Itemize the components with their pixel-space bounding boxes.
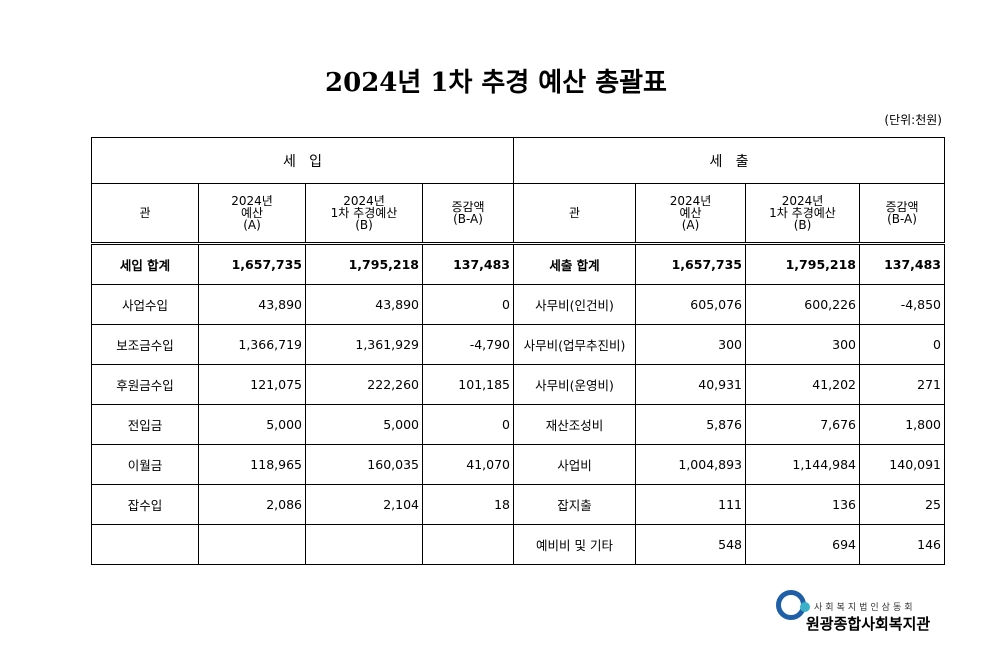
income-revised-cell: 1,795,218 — [305, 243, 423, 285]
income-diff-cell: 41,070 — [422, 444, 514, 485]
page-title: 2024년 1차 추경 예산 총괄표 — [325, 68, 667, 98]
income-revised-header: 2024년 1차 추경예산 (B) — [305, 183, 423, 245]
income-revised-cell: 43,890 — [305, 284, 423, 325]
income-gwan-cell: 사업수입 — [91, 284, 199, 325]
expense-budget-cell: 548 — [635, 524, 746, 565]
expense-budget-cell: 605,076 — [635, 284, 746, 325]
income-diff-cell: 0 — [422, 404, 514, 445]
income-diff-cell: 0 — [422, 284, 514, 325]
budget-summary-table: 세 입 세 출 관 2024년 예산 (A) 2024년 1차 추경예산 (B) 증감액… — [91, 137, 945, 565]
logo-dot-icon — [800, 602, 810, 612]
expense-revised-cell: 300 — [745, 324, 860, 365]
expense-diff-cell: 1,800 — [859, 404, 945, 445]
income-budget-cell: 1,657,735 — [198, 243, 306, 285]
income-budget-cell: 5,000 — [198, 404, 306, 445]
expense-revised-header: 2024년 1차 추경예산 (B) — [745, 183, 860, 245]
expense-revised-cell: 1,795,218 — [745, 243, 860, 285]
expense-diff-cell: 271 — [859, 364, 945, 405]
expense-budget-cell: 111 — [635, 484, 746, 525]
expense-gwan-cell: 예비비 및 기타 — [513, 524, 636, 565]
expense-gwan-cell: 재산조성비 — [513, 404, 636, 445]
expense-gwan-cell: 사무비(업무추진비) — [513, 324, 636, 365]
expense-gwan-cell: 사업비 — [513, 444, 636, 485]
table-row: 보조금수입 1,366,719 1,361,929 -4,790 사무비(업무추진비) 3… — [91, 324, 945, 365]
income-budget-header: 2024년 예산 (A) — [198, 183, 306, 245]
expense-diff-cell: -4,850 — [859, 284, 945, 325]
expense-budget-header: 2024년 예산 (A) — [635, 183, 746, 245]
expense-budget-cell: 1,004,893 — [635, 444, 746, 485]
expense-gwan-cell: 세출 합계 — [513, 243, 636, 285]
income-gwan-cell — [91, 524, 199, 565]
income-budget-cell — [198, 524, 306, 565]
expense-gwan-cell: 잡지출 — [513, 484, 636, 525]
income-gwan-cell: 전입금 — [91, 404, 199, 445]
table-row: 전입금 5,000 5,000 0 재산조성비 5,876 7,676 1,800 — [91, 404, 945, 445]
income-gwan-cell: 후원금수입 — [91, 364, 199, 405]
expense-diff-cell: 140,091 — [859, 444, 945, 485]
table-row: 사업수입 43,890 43,890 0 사무비(인건비) 605,076 600,226-… — [91, 284, 945, 325]
expense-budget-cell: 5,876 — [635, 404, 746, 445]
expense-revised-cell: 600,226 — [745, 284, 860, 325]
income-budget-cell: 118,965 — [198, 444, 306, 485]
income-diff-cell: 137,483 — [422, 243, 514, 285]
expense-diff-cell: 0 — [859, 324, 945, 365]
organization-logo: 사회복지법인삼동회 원광종합사회복지관 — [776, 588, 946, 633]
expense-diff-header: 증감액 (B-A) — [859, 183, 945, 245]
logo-name: 원광종합사회복지관 — [806, 615, 931, 633]
income-revised-cell: 1,361,929 — [305, 324, 423, 365]
income-diff-cell: 101,185 — [422, 364, 514, 405]
total-row: 세입 합계 1,657,735 1,795,218 137,483 세출 합계 1,657… — [91, 243, 945, 285]
income-budget-cell: 43,890 — [198, 284, 306, 325]
income-revised-cell: 160,035 — [305, 444, 423, 485]
income-gwan-cell: 잡수입 — [91, 484, 199, 525]
expense-gwan-header: 관 — [513, 183, 636, 245]
table-row: 예비비 및 기타 548 694 146 — [91, 524, 945, 565]
income-revised-cell — [305, 524, 423, 565]
expense-section-header: 세 출 — [513, 137, 945, 184]
expense-diff-cell: 137,483 — [859, 243, 945, 285]
logo-subtitle: 사회복지법인삼동회 — [814, 603, 916, 613]
expense-revised-cell: 1,144,984 — [745, 444, 860, 485]
income-revised-cell: 222,260 — [305, 364, 423, 405]
expense-revised-cell: 41,202 — [745, 364, 860, 405]
income-revised-cell: 5,000 — [305, 404, 423, 445]
expense-gwan-cell: 사무비(인건비) — [513, 284, 636, 325]
income-budget-cell: 121,075 — [198, 364, 306, 405]
income-gwan-cell: 보조금수입 — [91, 324, 199, 365]
expense-budget-cell: 1,657,735 — [635, 243, 746, 285]
expense-budget-cell: 300 — [635, 324, 746, 365]
expense-revised-cell: 694 — [745, 524, 860, 565]
income-diff-cell: 18 — [422, 484, 514, 525]
income-section-header: 세 입 — [91, 137, 514, 184]
table-row: 이월금 118,965 160,035 41,070 사업비 1,004,893 1,144… — [91, 444, 945, 485]
table-row: 후원금수입 121,075 222,260 101,185 사무비(운영비) 40,931… — [91, 364, 945, 405]
expense-revised-cell: 136 — [745, 484, 860, 525]
income-budget-cell: 2,086 — [198, 484, 306, 525]
expense-diff-cell: 25 — [859, 484, 945, 525]
column-header-row: 관 2024년 예산 (A) 2024년 1차 추경예산 (B) 증감액 (B-A) 관 … — [91, 183, 945, 245]
income-diff-cell — [422, 524, 514, 565]
expense-gwan-cell: 사무비(운영비) — [513, 364, 636, 405]
expense-budget-cell: 40,931 — [635, 364, 746, 405]
unit-label: (단위:천원) — [884, 113, 942, 127]
income-budget-cell: 1,366,719 — [198, 324, 306, 365]
income-diff-header: 증감액 (B-A) — [422, 183, 514, 245]
income-gwan-cell: 세입 합계 — [91, 243, 199, 285]
income-diff-cell: -4,790 — [422, 324, 514, 365]
expense-diff-cell: 146 — [859, 524, 945, 565]
expense-revised-cell: 7,676 — [745, 404, 860, 445]
income-gwan-cell: 이월금 — [91, 444, 199, 485]
income-gwan-header: 관 — [91, 183, 199, 245]
table-row: 잡수입 2,086 2,104 18 잡지출 111 136 25 — [91, 484, 945, 525]
income-revised-cell: 2,104 — [305, 484, 423, 525]
